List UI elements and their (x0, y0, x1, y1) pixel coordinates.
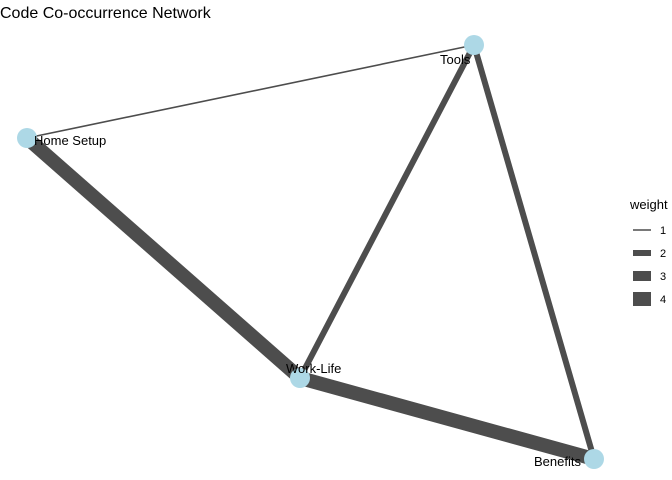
node-tools (464, 35, 484, 55)
legend: weight 1 2 3 4 (629, 197, 668, 306)
edge-work-life-tools (297, 43, 477, 380)
node-label-benefits: Benefits (534, 454, 581, 469)
edges-layer (22, 43, 597, 466)
legend-title: weight (629, 197, 668, 212)
legend-label-3: 3 (660, 271, 666, 283)
edge-tools-benefits (471, 44, 597, 460)
legend-label-2: 2 (660, 248, 666, 260)
node-work-life (290, 368, 310, 388)
edge-work-life-benefits (298, 371, 596, 466)
node-home-setup (17, 128, 37, 148)
node-benefits (584, 449, 604, 469)
node-label-tools: Tools (440, 52, 471, 67)
edge-home-setup-work-life (22, 132, 305, 384)
edge-home-setup-tools (26, 44, 475, 139)
legend-label-4: 4 (660, 294, 666, 306)
labels-layer: Tools Home Setup Work-Life Benefits (34, 52, 581, 469)
nodes-layer (17, 35, 604, 469)
legend-label-1: 1 (660, 225, 666, 237)
node-label-work-life: Work-Life (286, 361, 341, 376)
node-label-home-setup: Home Setup (34, 133, 106, 148)
page-title: Code Co-occurrence Network (0, 5, 211, 22)
